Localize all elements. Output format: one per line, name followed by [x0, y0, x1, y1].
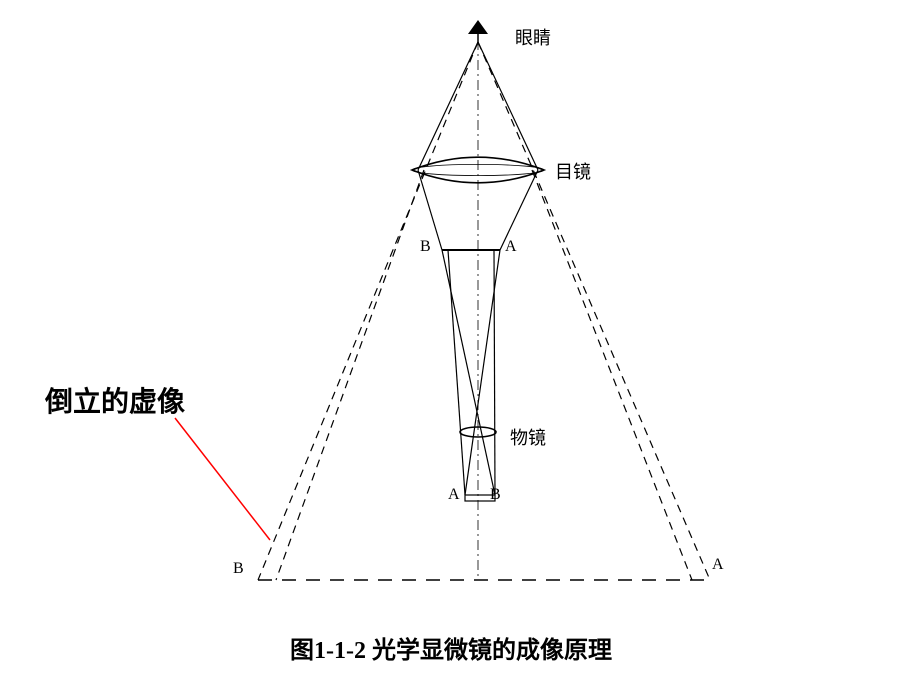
- label-B2: B: [490, 486, 501, 504]
- label-eyepiece: 目镜: [555, 158, 591, 184]
- label-Abase: A: [712, 556, 724, 574]
- label-A2: A: [448, 486, 460, 504]
- microscope-diagram: [0, 0, 920, 690]
- label-eye: 眼睛: [515, 24, 551, 50]
- label-objective: 物镜: [510, 424, 546, 450]
- annotation-text: 倒立的虚像: [45, 380, 185, 420]
- label-B1: B: [420, 238, 431, 256]
- label-A1: A: [505, 238, 517, 256]
- label-Bbase: B: [233, 560, 244, 578]
- caption-text: 图1-1-2 光学显微镜的成像原理: [290, 630, 612, 665]
